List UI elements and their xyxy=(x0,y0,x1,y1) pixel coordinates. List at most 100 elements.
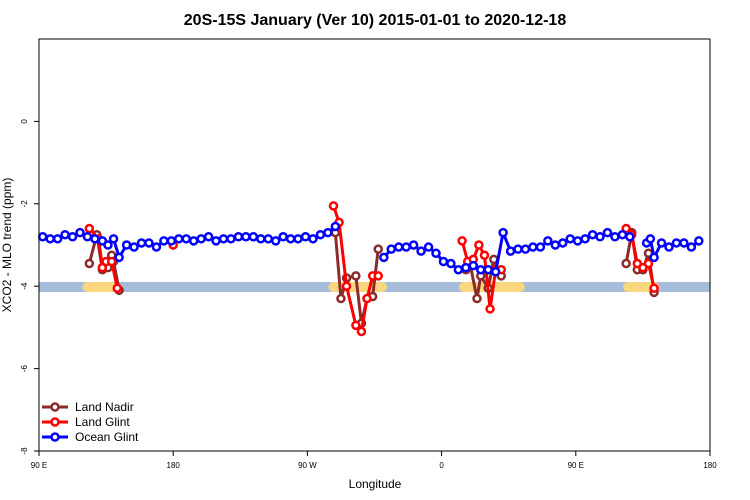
point-land-glint-2-5 xyxy=(362,293,372,304)
point-ocean-glint-0-15 xyxy=(144,238,154,248)
point-ocean-glint-1-12 xyxy=(468,260,479,271)
y-tick-label-2: -4 xyxy=(20,282,29,290)
point-ocean-glint-0-24 xyxy=(211,236,221,246)
point-ocean-glint-1-24 xyxy=(558,238,568,248)
point-land-glint-3-0 xyxy=(457,236,467,246)
point-ocean-glint-1-1 xyxy=(386,244,397,254)
legend-marker-land-nadir xyxy=(50,402,60,412)
point-ocean-glint-2-3 xyxy=(656,238,667,248)
point-land-glint-4-4 xyxy=(643,258,654,269)
point-ocean-glint-1-26 xyxy=(572,236,583,246)
point-ocean-glint-0-14 xyxy=(136,238,147,248)
legend-label-land-nadir: Land Nadir xyxy=(75,400,134,414)
point-ocean-glint-0-22 xyxy=(196,234,206,244)
point-ocean-glint-0-28 xyxy=(241,232,251,242)
y-tick-label-3: -6 xyxy=(20,364,29,372)
point-ocean-glint-0-34 xyxy=(285,234,296,244)
point-ocean-glint-1-11 xyxy=(461,262,471,273)
point-land-glint-3-3 xyxy=(474,240,484,250)
point-ocean-glint-1-22 xyxy=(543,236,553,246)
point-ocean-glint-1-30 xyxy=(602,227,613,238)
point-ocean-glint-0-25 xyxy=(218,234,229,244)
point-land-nadir-1-1 xyxy=(336,293,346,304)
point-ocean-glint-0-4 xyxy=(67,232,78,242)
point-ocean-glint-1-10 xyxy=(453,264,464,275)
point-ocean-glint-0-18 xyxy=(166,236,177,246)
x-axis-title: Longitude xyxy=(349,477,402,491)
point-ocean-glint-1-18 xyxy=(513,244,523,254)
point-land-glint-2-0 xyxy=(328,201,339,211)
axes: 90 E 180 90 W 0 90 E 180 0 -2 -4 -6 -8 xyxy=(20,119,717,470)
point-ocean-glint-0-29 xyxy=(248,232,259,242)
point-land-nadir-1-3 xyxy=(351,271,361,281)
point-ocean-glint-0-2 xyxy=(52,234,63,244)
point-ocean-glint-2-2 xyxy=(649,252,659,263)
point-ocean-glint-0-21 xyxy=(188,236,199,246)
point-ocean-glint-1-28 xyxy=(587,229,598,240)
point-ocean-glint-0-33 xyxy=(278,232,288,242)
point-ocean-glint-1-27 xyxy=(580,234,590,244)
point-ocean-glint-0-9 xyxy=(103,240,113,250)
point-ocean-glint-0-27 xyxy=(233,232,244,242)
point-ocean-glint-0-7 xyxy=(90,234,100,244)
point-land-glint-0-4 xyxy=(106,256,117,267)
point-ocean-glint-0-12 xyxy=(121,240,132,250)
point-ocean-glint-0-19 xyxy=(174,234,184,244)
point-ocean-glint-1-20 xyxy=(528,242,538,252)
point-land-glint-2-2 xyxy=(341,281,352,291)
point-ocean-glint-1-3 xyxy=(401,242,411,252)
x-tick-label-2: 90 W xyxy=(298,461,317,470)
point-ocean-glint-1-4 xyxy=(408,240,419,250)
y-tick-label-1: -2 xyxy=(20,200,29,208)
point-ocean-glint-1-13 xyxy=(475,264,486,275)
point-ocean-glint-0-20 xyxy=(181,234,191,244)
point-ocean-glint-1-25 xyxy=(565,234,575,244)
legend-marker-land-glint xyxy=(50,417,60,427)
point-ocean-glint-1-32 xyxy=(617,229,628,240)
point-ocean-glint-1-16 xyxy=(498,227,508,238)
point-ocean-glint-1-2 xyxy=(393,242,404,252)
point-ocean-glint-2-4 xyxy=(664,242,674,252)
point-ocean-glint-1-7 xyxy=(431,248,441,258)
point-ocean-glint-0-30 xyxy=(256,234,266,244)
point-ocean-glint-0-26 xyxy=(226,234,236,244)
point-ocean-glint-0-31 xyxy=(263,234,274,244)
legend-label-ocean-glint: Ocean Glint xyxy=(75,430,139,444)
point-ocean-glint-0-13 xyxy=(129,242,139,252)
point-ocean-glint-0-1 xyxy=(45,234,55,244)
x-tick-label-0: 90 E xyxy=(31,461,47,470)
legend-marker-ocean-glint xyxy=(50,432,60,442)
point-ocean-glint-1-23 xyxy=(550,240,561,250)
point-ocean-glint-0-5 xyxy=(75,227,85,238)
point-ocean-glint-1-6 xyxy=(423,242,434,252)
point-ocean-glint-2-5 xyxy=(671,238,682,248)
point-ocean-glint-2-1 xyxy=(645,234,656,244)
point-land-glint-2-3 xyxy=(351,320,361,331)
chart-title: 20S-15S January (Ver 10) 2015-01-01 to 2… xyxy=(184,12,567,29)
point-ocean-glint-0-40 xyxy=(330,221,341,232)
point-ocean-glint-0-36 xyxy=(300,232,311,242)
point-ocean-glint-1-5 xyxy=(416,246,426,256)
point-ocean-glint-0-37 xyxy=(308,234,318,244)
point-ocean-glint-1-17 xyxy=(505,246,516,256)
point-land-glint-4-5 xyxy=(649,283,659,294)
point-ocean-glint-1-19 xyxy=(520,244,531,254)
point-ocean-glint-1-29 xyxy=(595,232,605,242)
point-land-glint-2-4 xyxy=(356,326,367,337)
x-tick-label-1: 180 xyxy=(167,461,181,470)
point-land-glint-0-0 xyxy=(84,223,95,234)
point-ocean-glint-0-10 xyxy=(108,234,119,244)
point-ocean-glint-0-39 xyxy=(323,227,333,238)
point-ocean-glint-0-11 xyxy=(114,252,124,263)
point-ocean-glint-0-17 xyxy=(159,236,169,246)
point-ocean-glint-2-7 xyxy=(686,242,697,252)
point-ocean-glint-1-9 xyxy=(446,258,456,269)
point-land-glint-0-5 xyxy=(112,283,123,294)
point-land-glint-3-5 xyxy=(485,304,495,314)
point-ocean-glint-0-16 xyxy=(151,242,162,252)
point-land-nadir-2-2 xyxy=(472,293,482,304)
point-ocean-glint-0-35 xyxy=(293,234,303,244)
point-ocean-glint-2-8 xyxy=(694,236,704,246)
point-land-nadir-1-7 xyxy=(373,244,383,254)
